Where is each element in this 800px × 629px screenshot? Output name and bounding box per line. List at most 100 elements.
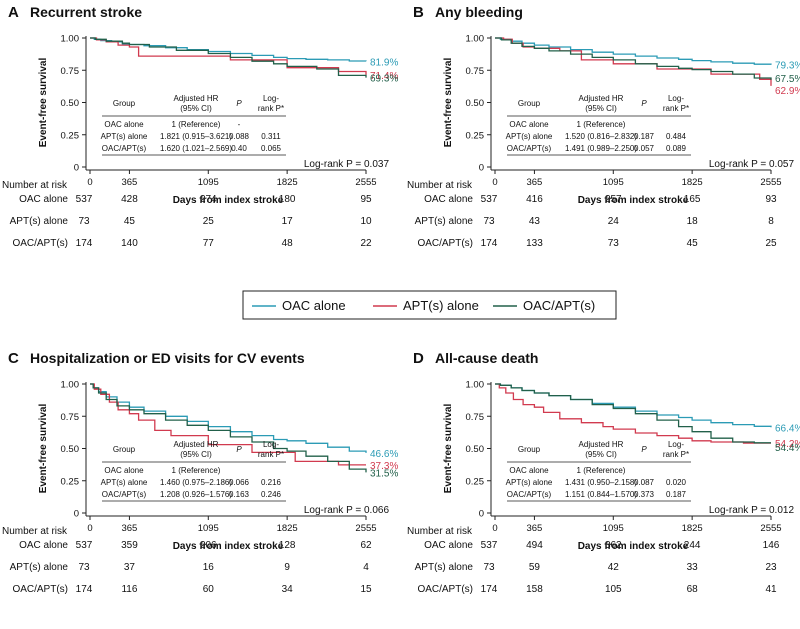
- risk-value: 105: [605, 584, 622, 595]
- y-tick-label: 1.00: [466, 34, 485, 45]
- table-cell-p: 0.066: [229, 478, 250, 487]
- risk-value: 140: [121, 238, 138, 249]
- table-cell-logrank: 0.484: [666, 132, 687, 141]
- x-tick-label: 2555: [760, 523, 781, 534]
- risk-row-label: APT(s) alone: [415, 562, 474, 573]
- table-cell-group: APT(s) alone: [101, 132, 148, 141]
- y-tick-label: 0.25: [61, 476, 80, 487]
- table-header-logrank: Log-: [263, 440, 279, 449]
- x-tick-label: 1825: [277, 177, 298, 188]
- y-tick-label: 0: [74, 509, 79, 520]
- risk-value: 174: [76, 584, 93, 595]
- table-header-logrank: Log-: [668, 94, 684, 103]
- legend: OAC alone APT(s) alone OAC/APT(s): [242, 290, 617, 320]
- x-axis-label: Days from index stroke: [173, 541, 284, 552]
- x-tick-label: 365: [526, 177, 542, 188]
- table-cell-p: 0.40: [231, 144, 247, 153]
- end-value-label-combo: 69.3%: [370, 74, 398, 85]
- panel-letter: A: [8, 4, 19, 21]
- risk-value: 133: [526, 238, 543, 249]
- survival-curve-apt: [90, 383, 366, 466]
- risk-value: 9: [284, 562, 290, 573]
- logrank-annotation: Log-rank P = 0.012: [709, 505, 795, 516]
- legend-box: [242, 290, 617, 320]
- survival-curve-oac: [495, 37, 772, 65]
- table-cell-hr: 1.460 (0.975–2.186): [160, 478, 232, 487]
- table-cell-hr: 1.431 (0.950–2.158): [565, 478, 637, 487]
- risk-row-label: OAC alone: [424, 194, 473, 205]
- table-header-hr: Adjusted HR: [579, 94, 624, 103]
- table-cell-hr: 1 (Reference): [577, 466, 626, 475]
- x-tick-label: 2555: [760, 177, 781, 188]
- end-value-label-combo: 31.5%: [370, 468, 398, 479]
- risk-value: 41: [765, 584, 777, 595]
- x-tick-label: 1825: [277, 523, 298, 534]
- table-cell-hr: 1.520 (0.816–2.832): [565, 132, 637, 141]
- risk-value: 93: [765, 194, 777, 205]
- y-tick-label: 0.75: [466, 412, 485, 423]
- x-tick-label: 2555: [355, 177, 376, 188]
- risk-value: 416: [526, 194, 543, 205]
- risk-value: 45: [124, 216, 136, 227]
- panel-letter: C: [8, 350, 19, 367]
- risk-title: Number at risk: [2, 526, 68, 537]
- x-tick-label: 0: [87, 523, 92, 534]
- panel-title: Any bleeding: [435, 4, 523, 20]
- table-header-p: P: [236, 445, 242, 454]
- panel-letter: B: [413, 4, 424, 21]
- logrank-annotation: Log-rank P = 0.057: [709, 159, 795, 170]
- risk-value: 18: [687, 216, 699, 227]
- risk-value: 116: [121, 584, 137, 595]
- end-value-label-apt: 37.3%: [370, 461, 398, 472]
- risk-value: 33: [687, 562, 699, 573]
- table-cell-p: 0.057: [634, 144, 655, 153]
- risk-row-label: APT(s) alone: [10, 562, 69, 573]
- risk-value: 206: [200, 540, 217, 551]
- risk-value: 244: [684, 540, 701, 551]
- table-header-logrank-p: rank P*: [663, 450, 689, 459]
- table-header-logrank: Log-: [263, 94, 279, 103]
- table-header-logrank-p: rank P*: [258, 104, 284, 113]
- table-cell-group: APT(s) alone: [506, 132, 553, 141]
- end-value-label-oac: 66.4%: [775, 423, 800, 434]
- risk-row-label: OAC/APT(s): [12, 238, 68, 249]
- table-cell-logrank: 0.187: [666, 490, 687, 499]
- panel-a: A Recurrent stroke Event-free survival 1.00…: [2, 4, 398, 249]
- table-cell-group: OAC alone: [509, 466, 549, 475]
- risk-value: 17: [282, 216, 294, 227]
- risk-value: 60: [203, 584, 215, 595]
- panel-d: D All-cause death Event-free survival 1.00 0…: [407, 350, 800, 595]
- y-axis-label: Event-free survival: [443, 58, 454, 148]
- risk-row-label: APT(s) alone: [415, 216, 474, 227]
- survival-curve-combo: [90, 37, 367, 78]
- risk-value: 73: [78, 562, 90, 573]
- x-axis-label: Days from index stroke: [578, 195, 689, 206]
- table-header-p: P: [641, 445, 647, 454]
- risk-value: 146: [763, 540, 780, 551]
- risk-value: 95: [360, 194, 372, 205]
- risk-value: 165: [684, 194, 701, 205]
- risk-value: 73: [483, 216, 495, 227]
- risk-value: 537: [481, 194, 498, 205]
- risk-value: 158: [526, 584, 543, 595]
- risk-value: 23: [765, 562, 777, 573]
- risk-value: 43: [529, 216, 541, 227]
- logrank-annotation: Log-rank P = 0.037: [304, 159, 390, 170]
- table-cell-p: 0.088: [229, 132, 250, 141]
- table-cell-hr: 1.208 (0.926–1.576): [160, 490, 232, 499]
- table-cell-group: APT(s) alone: [101, 478, 148, 487]
- y-tick-label: 0.25: [61, 130, 80, 141]
- table-header-ci: (95% CI): [585, 104, 617, 113]
- risk-title: Number at risk: [2, 180, 68, 191]
- x-axis-label: Days from index stroke: [173, 195, 284, 206]
- y-tick-label: 0.75: [61, 66, 80, 77]
- risk-value: 537: [481, 540, 498, 551]
- table-header-hr: Adjusted HR: [579, 440, 624, 449]
- risk-value: 174: [76, 238, 93, 249]
- risk-value: 428: [121, 194, 138, 205]
- risk-value: 180: [279, 194, 296, 205]
- end-value-label-oac: 46.6%: [370, 449, 398, 460]
- risk-value: 16: [203, 562, 215, 573]
- table-cell-group: OAC/APT(s): [102, 144, 147, 153]
- end-value-label-apt: 71.4%: [370, 71, 398, 82]
